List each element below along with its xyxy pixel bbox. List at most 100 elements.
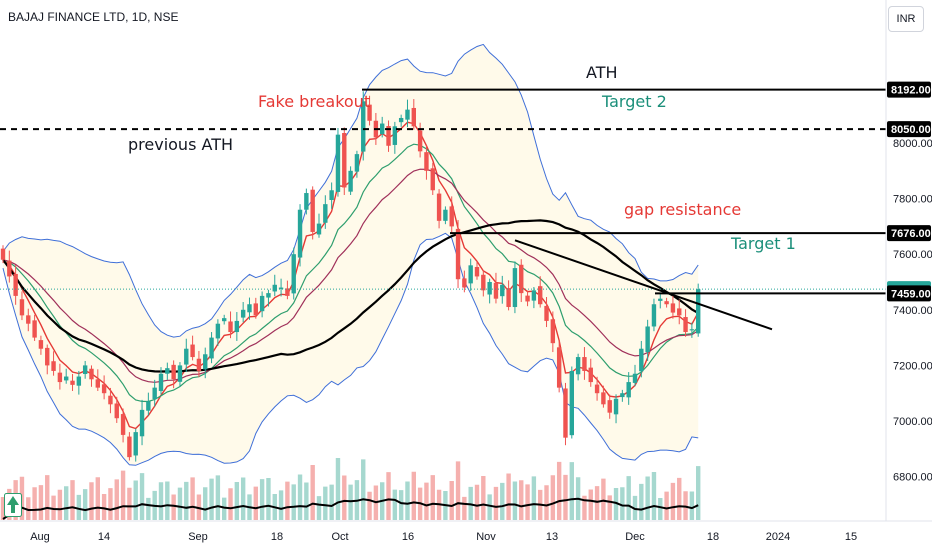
candle-body: [436, 193, 442, 221]
candle-body: [462, 278, 467, 288]
candle-body: [664, 301, 669, 305]
volume-bar: [278, 490, 284, 520]
volume-bar: [82, 489, 88, 520]
candle-body: [0, 248, 6, 260]
volume-bar: [386, 472, 391, 520]
candle-body: [645, 326, 650, 353]
volume-bar: [677, 477, 682, 520]
candle-body: [500, 284, 505, 297]
volume-bar: [335, 458, 341, 520]
volume-bar: [550, 475, 556, 520]
volume-bar: [146, 497, 151, 520]
volume-bar: [645, 476, 650, 520]
time-axis[interactable]: Aug 14 Sep 18 Oct 16 Nov 13 Dec 18 2024 15: [30, 531, 857, 543]
volume-bar: [70, 480, 75, 520]
candle-body: [51, 361, 56, 371]
volume-bar: [455, 461, 461, 520]
candle-body: [171, 364, 176, 380]
volume-bar: [209, 478, 214, 520]
volume-bar: [398, 490, 404, 520]
bollinger-band-area: [3, 44, 699, 466]
candle-body: [677, 308, 682, 316]
volume-bar: [133, 480, 138, 520]
volume-bar: [607, 495, 612, 520]
currency-button[interactable]: INR: [888, 6, 924, 32]
volume-bar: [569, 462, 574, 520]
volume-bar: [38, 485, 44, 520]
tradingview-logo-icon[interactable]: [4, 493, 22, 517]
volume-bar: [342, 475, 347, 520]
volume-bar: [184, 481, 189, 520]
volume-bar: [462, 496, 467, 520]
candle-body: [670, 303, 676, 313]
volume-bar: [101, 494, 107, 520]
candle-body: [13, 273, 18, 296]
candle-body: [335, 134, 341, 192]
candle-body: [89, 368, 94, 380]
price-label-text: 8192.00: [891, 85, 931, 97]
candle-body: [696, 289, 701, 334]
candle-body: [209, 337, 214, 359]
volume-bar: [481, 476, 486, 520]
candle-body: [354, 154, 360, 172]
candle-body: [487, 282, 492, 295]
volume-bars: [0, 458, 701, 520]
volume-bar: [215, 475, 221, 520]
price-axis[interactable]: 6800.00 7000.00 7200.00 7400.00 7600.00 7800.…: [893, 138, 932, 484]
volume-bar: [165, 481, 170, 520]
candle-body: [310, 189, 315, 232]
candle-body: [405, 109, 410, 120]
volume-ma-line: [2, 497, 699, 520]
volume-bar: [620, 487, 625, 520]
chart-annotations: ATH Target 2 Fake breakout previous ATH …: [128, 63, 796, 253]
candle-body: [626, 382, 631, 398]
volume-bar: [519, 480, 524, 520]
time-tick-label: 16: [402, 531, 414, 543]
trendline: [514, 239, 773, 331]
candle-body: [297, 209, 303, 258]
volume-bar: [449, 481, 454, 520]
candle-body: [45, 347, 50, 366]
volume-bar: [190, 477, 195, 520]
candle-body: [152, 387, 157, 400]
candle-body: [367, 104, 372, 121]
candle-body: [38, 340, 44, 349]
candle-body: [455, 228, 461, 280]
volume-bar: [474, 484, 480, 520]
candle-body: [222, 318, 227, 322]
bollinger-lower-line: [2, 232, 699, 466]
volume-bar: [329, 484, 334, 520]
price-label-box: [887, 285, 931, 302]
candle-body: [285, 288, 290, 296]
volume-bar: [544, 485, 549, 520]
bollinger-upper-line: [2, 43, 699, 338]
volume-bar: [658, 498, 663, 520]
candle-body: [658, 298, 663, 301]
candle-body: [519, 264, 524, 294]
time-tick-label: 13: [546, 531, 558, 543]
candle-body: [386, 126, 391, 146]
volume-bar: [525, 484, 530, 520]
volume-bar: [234, 482, 240, 520]
candle-body: [683, 317, 688, 333]
volume-bar: [76, 494, 82, 520]
time-tick-label: Dec: [625, 531, 645, 543]
volume-bar: [424, 482, 429, 520]
annotation-fake-breakout: Fake breakout: [258, 92, 370, 111]
volume-bar: [487, 494, 492, 520]
volume-bar: [613, 488, 619, 520]
volume-bar: [594, 486, 600, 520]
candle-body: [19, 299, 25, 316]
price-tick-label: 7600.00: [893, 249, 932, 261]
volume-bar: [26, 497, 31, 520]
time-tick-label: Sep: [188, 531, 208, 543]
candle-body: [7, 260, 12, 277]
candle-body: [95, 379, 100, 388]
time-tick-label: 2024: [766, 531, 790, 543]
volume-bar: [266, 478, 271, 520]
annotation-previous-ath: previous ATH: [128, 135, 233, 154]
candle-body: [57, 372, 63, 383]
symbol-title: BAJAJ FINANCE LTD, 1D, NSE: [8, 10, 178, 24]
